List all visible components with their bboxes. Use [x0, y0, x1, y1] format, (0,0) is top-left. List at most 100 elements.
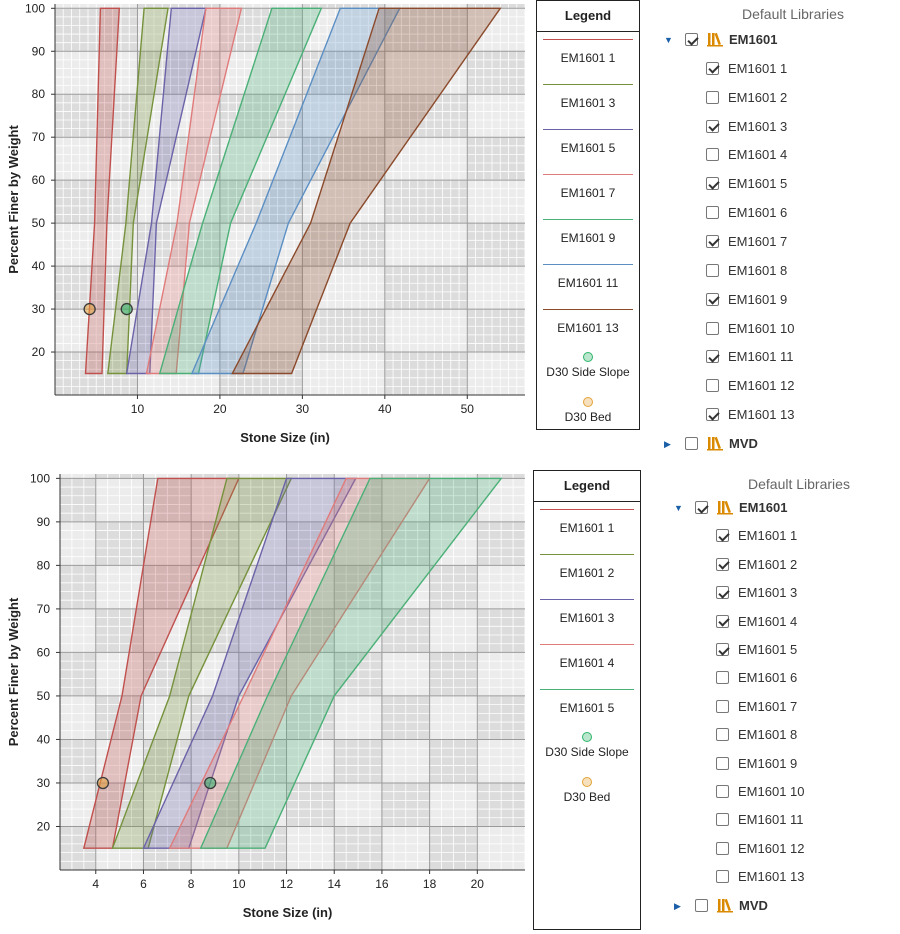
checkbox[interactable]: [716, 870, 729, 884]
tree-item[interactable]: EM1601 3: [655, 116, 895, 138]
checkbox[interactable]: [706, 408, 719, 422]
tree-item[interactable]: EM1601 2: [655, 87, 895, 109]
checkbox[interactable]: [685, 33, 698, 46]
checkbox[interactable]: [716, 529, 729, 543]
legend-item-label: EM1601 7: [560, 186, 616, 200]
x-tick-label: 30: [296, 402, 310, 416]
expand-caret-icon[interactable]: ▼: [674, 503, 683, 513]
tree-item[interactable]: EM1601 1: [655, 58, 895, 80]
tree-item[interactable]: EM1601 13: [655, 404, 895, 426]
checkbox[interactable]: [716, 756, 729, 770]
tree-item[interactable]: EM1601 12: [660, 838, 900, 860]
checkbox[interactable]: [706, 90, 719, 104]
checkbox[interactable]: [695, 501, 708, 514]
checkbox[interactable]: [716, 586, 729, 600]
checkbox[interactable]: [706, 292, 719, 306]
tree-item[interactable]: EM1601 4: [655, 144, 895, 166]
tree-item-label: EM1601 3: [728, 118, 788, 134]
library-icon: [717, 898, 733, 913]
tree-root-em1601[interactable]: ▼ EM1601: [660, 497, 900, 519]
x-tick-label: 14: [328, 877, 342, 891]
checkbox[interactable]: [706, 177, 719, 191]
y-tick-label: 30: [37, 776, 51, 790]
checkbox[interactable]: [706, 234, 719, 248]
tree-item[interactable]: EM1601 7: [655, 231, 895, 253]
checkbox[interactable]: [706, 379, 719, 393]
checkbox[interactable]: [706, 321, 719, 335]
checkbox[interactable]: [706, 61, 719, 75]
y-tick-label: 20: [32, 345, 46, 359]
legend-swatch: [543, 219, 633, 220]
tree-item[interactable]: EM1601 6: [655, 202, 895, 224]
tree-item-label: MVD: [729, 435, 758, 451]
tree-item[interactable]: EM1601 8: [660, 724, 900, 746]
tree-item[interactable]: EM1601 9: [655, 289, 895, 311]
checkbox[interactable]: [706, 119, 719, 133]
checkbox[interactable]: [716, 728, 729, 742]
tree-item[interactable]: EM1601 7: [660, 696, 900, 718]
library-tree-2[interactable]: Default Libraries ▼ EM1601 EM1601 1 EM1601 2…: [660, 470, 900, 934]
tree-item[interactable]: EM1601 5: [655, 173, 895, 195]
checkbox[interactable]: [716, 813, 729, 827]
gradation-chart-1[interactable]: 10 20 30 40 50 20 30 40 50 60 70 80 90 100 Stone Size …: [0, 0, 530, 455]
checkbox[interactable]: [716, 841, 729, 855]
tree-item[interactable]: EM1601 13: [660, 866, 900, 888]
tree-item[interactable]: EM1601 12: [655, 375, 895, 397]
legend-item-label: EM1601 1: [559, 521, 615, 535]
checkbox[interactable]: [716, 699, 729, 713]
gradation-chart-2[interactable]: 4 6 8 10 12 14 16 18 20 20 30 40 50 60 70 80 90 100 Stone …: [0, 470, 530, 930]
tree-root-mvd[interactable]: ▶ MVD: [655, 433, 895, 455]
checkbox[interactable]: [706, 263, 719, 277]
gradation-panel-2: 4 6 8 10 12 14 16 18 20 20 30 40 50 60 70 80 90 100 Stone …: [0, 470, 900, 934]
checkbox[interactable]: [695, 898, 708, 912]
legend-title: Legend: [534, 471, 640, 502]
legend-point-label: D30 Side Slope: [546, 365, 630, 379]
y-tick-label: 20: [37, 819, 51, 833]
legend-swatch: [540, 644, 634, 645]
legend-swatch: [543, 174, 633, 175]
checkbox[interactable]: [716, 557, 729, 571]
checkbox[interactable]: [716, 643, 729, 656]
checkbox[interactable]: [685, 436, 698, 450]
collapse-caret-icon[interactable]: ▶: [664, 438, 671, 449]
checkbox[interactable]: [716, 671, 729, 685]
tree-item[interactable]: EM1601 2: [660, 554, 900, 576]
checkbox[interactable]: [706, 350, 719, 364]
tree-root-mvd[interactable]: ▶ MVD: [660, 895, 900, 917]
tree-root-em1601[interactable]: ▼ EM1601: [655, 29, 895, 51]
library-tree-1[interactable]: Default Libraries ▼ EM1601 EM1601 1 EM1601 2…: [655, 0, 900, 460]
tree-item[interactable]: EM1601 9: [660, 753, 900, 775]
legend-panel-2: Legend EM1601 1 EM1601 2 EM1601 3 EM1601 4 E…: [533, 470, 641, 930]
y-axis-label: Percent Finer by Weight: [6, 125, 21, 274]
y-tick-label: 100: [30, 471, 50, 485]
tree-item[interactable]: EM1601 5: [660, 639, 900, 661]
checkbox[interactable]: [716, 785, 729, 798]
tree-item[interactable]: EM1601 10: [655, 318, 895, 340]
tree-item[interactable]: EM1601 3: [660, 582, 900, 604]
tree-item-label: EM1601 4: [728, 147, 788, 163]
tree-item[interactable]: EM1601 4: [660, 611, 900, 633]
tree-item-label: EM1601 6: [738, 670, 798, 686]
collapse-caret-icon[interactable]: ▶: [674, 900, 681, 911]
series-band-1: [84, 7, 121, 375]
tree-item[interactable]: EM1601 1: [660, 525, 900, 547]
tree-item[interactable]: EM1601 10: [660, 781, 900, 803]
legend-swatch: [543, 129, 633, 130]
checkbox[interactable]: [716, 614, 729, 628]
legend-item-label: EM1601 4: [559, 656, 615, 670]
tree-item-label: EM1601 9: [738, 755, 798, 771]
tree-item-label: EM1601: [739, 500, 788, 515]
y-tick-label: 60: [37, 645, 51, 659]
series-band-7: [231, 7, 502, 375]
tree-item[interactable]: EM1601 8: [655, 260, 895, 282]
checkbox[interactable]: [706, 206, 719, 220]
tree-item-label: EM1601 4: [738, 613, 798, 629]
tree-item[interactable]: EM1601 6: [660, 667, 900, 689]
expand-caret-icon[interactable]: ▼: [664, 35, 673, 45]
checkbox[interactable]: [706, 148, 719, 162]
tree-item[interactable]: EM1601 11: [655, 346, 895, 368]
legend-item-label: EM1601 13: [557, 321, 619, 335]
library-icon: [707, 32, 723, 47]
tree-item[interactable]: EM1601 11: [660, 809, 900, 831]
y-tick-label: 50: [37, 689, 51, 703]
